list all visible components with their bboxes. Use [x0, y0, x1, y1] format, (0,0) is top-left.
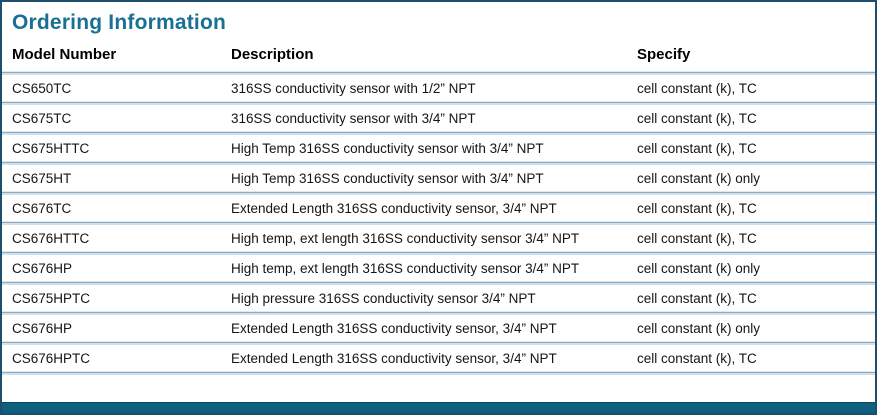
description-cell: Extended Length 316SS conductivity senso…	[231, 320, 557, 336]
column-header-specify: Specify	[637, 45, 691, 63]
description-cell: 316SS conductivity sensor with 3/4” NPT	[231, 110, 476, 126]
model-number-cell: CS676TC	[12, 200, 72, 216]
specify-cell: cell constant (k) only	[637, 170, 761, 186]
model-number-cell: CS675HTTC	[12, 140, 90, 156]
row-separator	[2, 101, 875, 105]
description-cell: Extended Length 316SS conductivity senso…	[231, 350, 557, 366]
model-number-cell: CS650TC	[12, 80, 72, 96]
description-cell: High pressure 316SS conductivity sensor …	[231, 290, 536, 306]
description-cell: 316SS conductivity sensor with 1/2” NPT	[231, 80, 476, 96]
column-header-description: Description	[231, 45, 314, 63]
description-cell: High Temp 316SS conductivity sensor with…	[231, 170, 544, 186]
model-number-cell: CS676HP	[12, 260, 73, 276]
description-cell: High temp, ext length 316SS conductivity…	[231, 260, 580, 276]
specify-cell: cell constant (k), TC	[637, 110, 757, 126]
row-separator	[2, 311, 875, 315]
table-row: CS675HT High Temp 316SS conductivity sen…	[2, 165, 875, 191]
row-separator	[2, 371, 875, 375]
specify-cell: cell constant (k), TC	[637, 350, 757, 366]
description-cell: High temp, ext length 316SS conductivity…	[231, 230, 580, 246]
specify-cell: cell constant (k), TC	[637, 230, 757, 246]
table-row: CS675HTTC High Temp 316SS conductivity s…	[2, 135, 875, 161]
model-number-cell: CS676HPTC	[12, 350, 91, 366]
row-separator	[2, 191, 875, 195]
header-separator	[2, 71, 875, 75]
specify-cell: cell constant (k), TC	[637, 80, 757, 96]
specify-cell: cell constant (k) only	[637, 260, 761, 276]
specify-cell: cell constant (k) only	[637, 320, 761, 336]
table-row: CS676TC Extended Length 316SS conductivi…	[2, 195, 875, 221]
row-separator	[2, 341, 875, 345]
specify-cell: cell constant (k), TC	[637, 290, 757, 306]
model-number-cell: CS675HPTC	[12, 290, 91, 306]
table-row: CS675HPTC High pressure 316SS conductivi…	[2, 285, 875, 311]
specify-cell: cell constant (k), TC	[637, 140, 757, 156]
description-cell: Extended Length 316SS conductivity senso…	[231, 200, 557, 216]
column-header-model-number: Model Number	[12, 45, 117, 63]
model-number-cell: CS676HP	[12, 320, 73, 336]
specify-cell: cell constant (k), TC	[637, 200, 757, 216]
table-row: CS676HP Extended Length 316SS conductivi…	[2, 315, 875, 341]
table-row: CS676HP High temp, ext length 316SS cond…	[2, 255, 875, 281]
footer-accent-bar	[2, 402, 875, 413]
page-title: Ordering Information	[12, 11, 226, 34]
table-row: CS676HTTC High temp, ext length 316SS co…	[2, 225, 875, 251]
row-separator	[2, 131, 875, 135]
model-number-cell: CS676HTTC	[12, 230, 90, 246]
model-number-cell: CS675TC	[12, 110, 72, 126]
row-separator	[2, 251, 875, 255]
row-separator	[2, 281, 875, 285]
table-row: CS675TC 316SS conductivity sensor with 3…	[2, 105, 875, 131]
description-cell: High Temp 316SS conductivity sensor with…	[231, 140, 544, 156]
table-row: CS676HPTC Extended Length 316SS conducti…	[2, 345, 875, 371]
row-separator	[2, 161, 875, 165]
table-header-row: Model Number Description Specify	[2, 37, 875, 71]
row-separator	[2, 221, 875, 225]
table-row: CS650TC 316SS conductivity sensor with 1…	[2, 75, 875, 101]
model-number-cell: CS675HT	[12, 170, 72, 186]
